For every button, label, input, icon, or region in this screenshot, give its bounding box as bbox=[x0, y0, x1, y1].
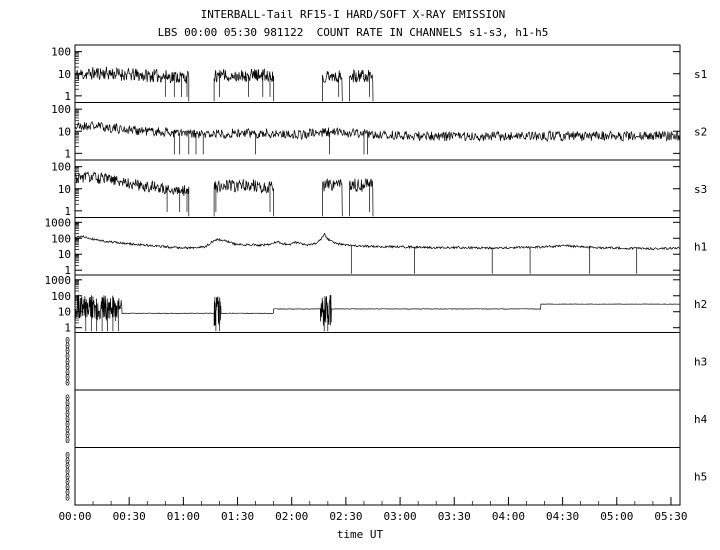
panel-label-s3: s3 bbox=[694, 183, 707, 196]
y-tick-zero: 0 bbox=[65, 347, 70, 356]
panel-label-h4: h4 bbox=[694, 413, 708, 426]
y-tick-zero: 0 bbox=[65, 425, 70, 434]
y-tick-zero: 0 bbox=[65, 336, 70, 345]
y-tick-zero: 0 bbox=[65, 493, 70, 502]
trace-s2 bbox=[74, 121, 681, 155]
x-tick-label: 02:00 bbox=[275, 510, 308, 523]
y-tick-zero: 0 bbox=[65, 368, 70, 377]
y-tick-zero: 0 bbox=[65, 483, 70, 492]
panel-label-s1: s1 bbox=[694, 68, 707, 81]
x-tick-label: 03:30 bbox=[438, 510, 471, 523]
y-tick-label: 1000 bbox=[45, 216, 72, 229]
y-tick-zero: 0 bbox=[65, 404, 70, 413]
x-axis-label: time UT bbox=[336, 528, 384, 541]
panel-label-h3: h3 bbox=[694, 355, 707, 368]
chart-title: INTERBALL-Tail RF15-I HARD/SOFT X-RAY EM… bbox=[200, 8, 506, 21]
panel-frame-h4 bbox=[74, 389, 681, 448]
y-tick-zero: 0 bbox=[65, 462, 70, 471]
x-tick-label: 04:30 bbox=[546, 510, 579, 523]
panel-label-h1: h1 bbox=[694, 240, 707, 253]
x-tick-label: 03:00 bbox=[384, 510, 417, 523]
x-tick-label: 04:00 bbox=[492, 510, 525, 523]
x-tick-label: 05:30 bbox=[654, 510, 687, 523]
panel-label-s2: s2 bbox=[694, 125, 707, 138]
y-tick-zero: 0 bbox=[65, 451, 70, 460]
x-tick-label: 02:30 bbox=[329, 510, 362, 523]
panel-frame-h3 bbox=[74, 332, 681, 391]
y-tick-zero: 0 bbox=[65, 373, 70, 382]
y-tick-label: 100 bbox=[51, 232, 71, 245]
y-tick-zero: 0 bbox=[65, 378, 70, 387]
x-tick-label: 05:00 bbox=[600, 510, 633, 523]
y-tick-zero: 0 bbox=[65, 436, 70, 445]
y-tick-zero: 0 bbox=[65, 415, 70, 424]
x-tick-label: 01:00 bbox=[167, 510, 200, 523]
y-tick-zero: 0 bbox=[65, 478, 70, 487]
y-tick-label: 10 bbox=[58, 68, 71, 81]
trace-h2 bbox=[74, 294, 680, 332]
panel-frame-h5 bbox=[74, 447, 681, 506]
y-tick-label: 10 bbox=[58, 183, 71, 196]
x-tick-label: 01:30 bbox=[221, 510, 254, 523]
x-tick-label: 00:30 bbox=[113, 510, 146, 523]
y-tick-zero: 0 bbox=[65, 472, 70, 481]
y-tick-zero: 0 bbox=[65, 399, 70, 408]
y-tick-zero: 0 bbox=[65, 488, 70, 497]
y-tick-label: 100 bbox=[51, 161, 71, 174]
y-tick-label: 1 bbox=[64, 322, 71, 335]
y-tick-label: 10 bbox=[58, 248, 71, 261]
y-tick-label: 1 bbox=[64, 90, 71, 103]
y-tick-label: 1 bbox=[64, 264, 71, 277]
y-tick-zero: 0 bbox=[65, 420, 70, 429]
panel-label-h2: h2 bbox=[694, 298, 707, 311]
trace-s1 bbox=[74, 66, 374, 102]
y-tick-zero: 0 bbox=[65, 409, 70, 418]
y-tick-label: 10 bbox=[58, 125, 71, 138]
y-tick-zero: 0 bbox=[65, 352, 70, 361]
y-tick-label: 100 bbox=[51, 290, 71, 303]
y-tick-zero: 0 bbox=[65, 363, 70, 372]
trace-s3 bbox=[74, 171, 374, 217]
panel-label-h5: h5 bbox=[694, 470, 707, 483]
y-tick-zero: 0 bbox=[65, 456, 70, 465]
y-tick-zero: 0 bbox=[65, 467, 70, 476]
x-tick-label: 00:00 bbox=[58, 510, 91, 523]
y-tick-label: 10 bbox=[58, 306, 71, 319]
trace-h1 bbox=[74, 232, 681, 274]
y-tick-label: 1 bbox=[64, 205, 71, 218]
y-tick-zero: 0 bbox=[65, 341, 70, 350]
panel-frame-s2 bbox=[74, 102, 681, 161]
y-tick-label: 1 bbox=[64, 147, 71, 160]
y-tick-zero: 0 bbox=[65, 357, 70, 366]
y-tick-label: 100 bbox=[51, 46, 71, 59]
y-tick-label: 1000 bbox=[45, 274, 72, 287]
chart-subtitle: LBS 00:00 05:30 981122 COUNT RATE IN CHA… bbox=[157, 26, 549, 39]
y-tick-zero: 0 bbox=[65, 394, 70, 403]
y-tick-zero: 0 bbox=[65, 431, 70, 440]
y-tick-label: 100 bbox=[51, 103, 71, 116]
